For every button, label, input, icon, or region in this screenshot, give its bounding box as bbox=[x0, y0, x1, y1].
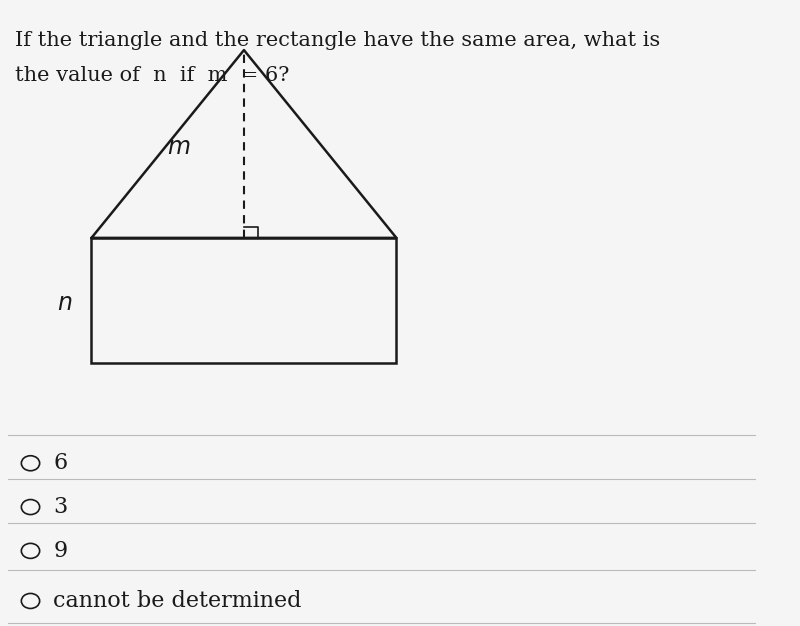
Text: 9: 9 bbox=[54, 540, 67, 562]
Text: cannot be determined: cannot be determined bbox=[54, 590, 302, 612]
Text: $n$: $n$ bbox=[57, 292, 73, 315]
Text: If the triangle and the rectangle have the same area, what is: If the triangle and the rectangle have t… bbox=[15, 31, 661, 50]
Text: the value of  n  if  m  = 6?: the value of n if m = 6? bbox=[15, 66, 290, 85]
Text: $m$: $m$ bbox=[167, 136, 191, 158]
Text: 6: 6 bbox=[54, 452, 67, 475]
Text: 3: 3 bbox=[54, 496, 68, 518]
